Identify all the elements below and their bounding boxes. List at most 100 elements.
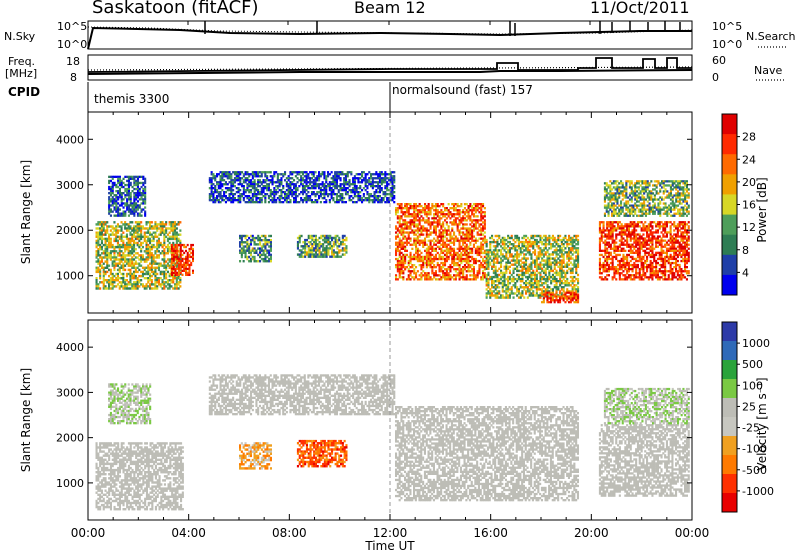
echo-cell	[230, 177, 233, 180]
echo-cell	[264, 236, 267, 240]
echo-cell	[496, 275, 499, 279]
echo-cell	[249, 234, 252, 238]
echo-cell	[438, 221, 441, 224]
echo-cell	[352, 197, 355, 200]
echo-cell	[108, 268, 111, 272]
echo-cell	[332, 197, 335, 200]
echo-cell	[145, 272, 148, 276]
echo-cell	[316, 179, 319, 182]
echo-cell	[154, 281, 157, 284]
echo-cell	[166, 252, 169, 255]
echo-cell	[100, 231, 103, 234]
echo-cell	[434, 207, 437, 210]
echo-cell	[95, 281, 98, 284]
echo-cell	[557, 245, 560, 248]
echo-cell	[327, 238, 330, 242]
echo-cell	[480, 233, 483, 236]
echo-cell	[330, 189, 333, 192]
echo-cell	[318, 236, 321, 240]
echo-cell	[154, 233, 157, 236]
echo-cell	[140, 260, 143, 263]
echo-cell	[494, 234, 497, 238]
echo-cell	[453, 255, 456, 259]
echo-cell	[136, 279, 139, 282]
echo-cell	[136, 185, 139, 189]
echo-cell	[431, 217, 434, 220]
echo-cell	[176, 243, 179, 247]
echo-cell	[469, 217, 472, 220]
echo-cell	[176, 267, 179, 271]
echo-cell	[134, 270, 137, 274]
echo-cell	[395, 251, 398, 255]
echo-cell	[142, 208, 145, 211]
echo-cell	[434, 227, 437, 230]
echo-cell	[389, 187, 392, 190]
echo-cell	[161, 250, 164, 253]
echo-cell	[310, 185, 313, 188]
echo-cell	[314, 199, 317, 202]
echo-cell	[528, 273, 531, 277]
echo-cell	[334, 255, 337, 258]
echo-cell	[494, 240, 497, 244]
echo-cell	[548, 263, 551, 266]
echo-cell	[489, 240, 492, 244]
echo-cell	[539, 296, 542, 299]
echo-cell	[129, 272, 132, 276]
echo-cell	[485, 240, 488, 244]
echo-cell	[442, 257, 445, 261]
echo-cell	[273, 181, 276, 184]
echo-cell	[171, 261, 173, 265]
echo-cell	[451, 266, 454, 269]
echo-cell	[113, 202, 116, 205]
echo-cell	[472, 219, 475, 222]
echo-cell	[346, 183, 349, 186]
echo-cell	[366, 199, 369, 202]
echo-cell	[321, 189, 324, 192]
echo-cell	[246, 243, 249, 246]
echo-cell	[125, 260, 128, 263]
echo-cell	[141, 258, 144, 261]
echo-cell	[305, 243, 308, 246]
echo-cell	[429, 251, 432, 255]
echo-cell	[129, 198, 132, 201]
echo-cell	[163, 283, 166, 286]
echo-cell	[166, 262, 169, 265]
echo-cell	[310, 201, 313, 204]
echo-cell	[131, 285, 134, 288]
echo-cell	[516, 288, 519, 291]
echo-cell	[503, 245, 506, 248]
echo-cell	[133, 194, 136, 197]
echo-cell	[523, 271, 526, 275]
echo-cell	[99, 254, 102, 257]
echo-cell	[276, 179, 279, 182]
echo-cell	[298, 234, 301, 238]
echo-cell	[483, 249, 486, 252]
echo-cell	[517, 255, 520, 258]
echo-cell	[555, 253, 558, 256]
echo-cell	[150, 279, 153, 282]
echo-cell	[521, 240, 524, 244]
echo-cell	[334, 238, 337, 242]
echo-cell	[395, 237, 398, 240]
echo-cell	[127, 227, 130, 230]
echo-cell	[273, 201, 276, 204]
echo-cell	[172, 287, 175, 290]
echo-cell	[108, 243, 111, 247]
echo-cell	[420, 239, 423, 242]
echo-cell	[208, 195, 211, 198]
echo-cell	[183, 263, 186, 267]
echo-cell	[120, 194, 123, 197]
echo-cell	[250, 201, 253, 204]
echo-cell	[480, 219, 483, 222]
echo-cell	[284, 199, 287, 202]
echo-cell	[140, 192, 143, 195]
echo-cell	[296, 189, 299, 192]
echo-cell	[118, 194, 121, 197]
echo-cell	[106, 266, 109, 269]
echo-cell	[451, 235, 454, 238]
echo-cell	[125, 233, 128, 236]
echo-cell	[559, 271, 562, 275]
echo-cell	[444, 276, 447, 279]
echo-cell	[384, 193, 387, 196]
echo-cell	[480, 264, 483, 267]
